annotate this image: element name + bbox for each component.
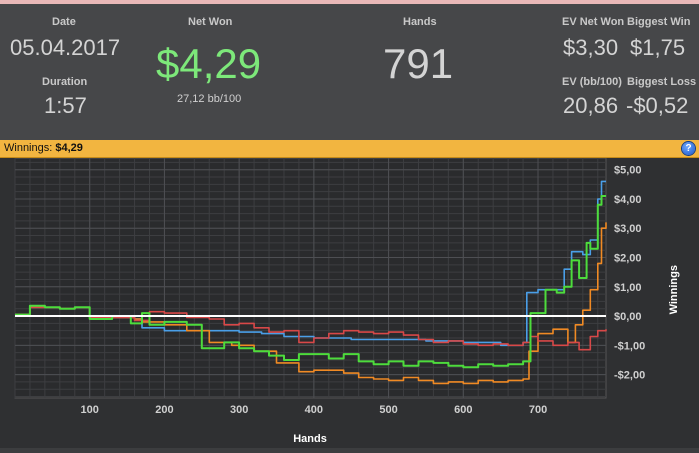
winnings-banner-label: Winnings: — [4, 142, 53, 154]
y-tick-label: -$1,00 — [614, 340, 645, 352]
hands-value: 791 — [383, 40, 454, 87]
winnings-chart: 100 200 300 400 500 600 700 $5,00 $4,00 $3,00 $2,0… — [0, 157, 699, 448]
biggest-win-label: Biggest Win — [627, 16, 691, 28]
help-icon[interactable]: ? — [682, 142, 695, 155]
duration-label: Duration — [42, 76, 88, 88]
stats-panel: Date 05.04.2017 Duration 1:57 Net Won $4… — [0, 4, 699, 140]
winnings-chart-svg: 100 200 300 400 500 600 700 $5,00 $4,00 $3,00 $2,0… — [14, 157, 680, 445]
net-won-bb-per-100: 27,12 bb/100 — [177, 93, 242, 105]
x-tick-label: 700 — [529, 404, 547, 416]
y-tick-label: $2,00 — [614, 253, 642, 265]
y-axis-title: Winnings — [668, 265, 680, 314]
ev-bb-label: EV (bb/100) — [562, 76, 622, 88]
x-tick-label: 500 — [379, 404, 397, 416]
ev-net-won-value: $3,30 — [563, 35, 619, 60]
top-accent-strip — [0, 0, 699, 4]
plot-area — [14, 157, 607, 399]
biggest-win-value: $1,75 — [630, 35, 686, 60]
hands-label: Hands — [403, 16, 437, 28]
winnings-banner: Winnings: $4,29 ? — [0, 140, 699, 158]
y-tick-label: $5,00 — [614, 165, 642, 177]
y-tick-label: $3,00 — [614, 223, 642, 235]
y-tick-label: -$2,00 — [614, 370, 645, 382]
duration-value: 1:57 — [44, 93, 87, 118]
series-line — [15, 195, 606, 369]
x-tick-label: 200 — [155, 404, 173, 416]
net-won-label: Net Won — [188, 16, 233, 28]
ev-net-won-label: EV Net Won — [562, 16, 625, 28]
series-line — [15, 222, 607, 385]
winnings-banner-value: $4,29 — [55, 142, 83, 154]
x-tick-label: 400 — [305, 404, 323, 416]
biggest-loss-label: Biggest Loss — [627, 76, 697, 88]
x-tick-label: 600 — [454, 404, 472, 416]
date-value: 05.04.2017 — [10, 35, 121, 60]
biggest-loss-value: -$0,52 — [626, 93, 689, 118]
y-tick-label: $0,00 — [614, 311, 642, 323]
x-tick-label: 300 — [230, 404, 248, 416]
x-axis-title: Hands — [293, 433, 327, 445]
x-tick-label: 100 — [81, 404, 99, 416]
y-tick-label: $1,00 — [614, 282, 642, 294]
y-tick-label: $4,00 — [614, 194, 642, 206]
date-label: Date — [52, 16, 76, 28]
net-won-value: $4,29 — [156, 40, 262, 87]
ev-bb-value: 20,86 — [563, 93, 619, 118]
